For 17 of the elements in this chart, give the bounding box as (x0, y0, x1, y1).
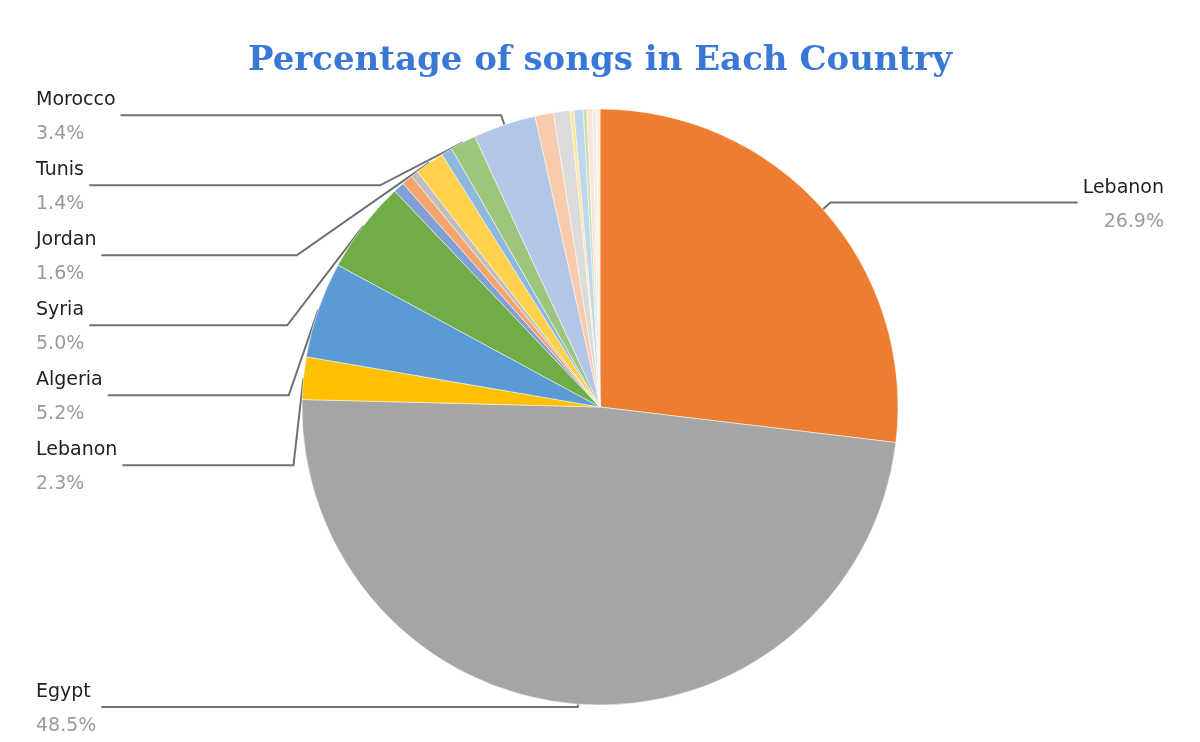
slice-label: Lebanon (1082, 174, 1164, 197)
data-label: 1.6% (36, 261, 85, 284)
data-label: 5.2% (36, 401, 85, 424)
slice-label: Lebanon (36, 437, 118, 460)
data-label: 48.5% (36, 713, 97, 735)
data-label: 5.0% (36, 331, 85, 354)
data-label: 2.3% (36, 471, 85, 494)
slice-label: Morocco (36, 87, 116, 110)
data-label: 3.4% (36, 121, 85, 144)
slice-label: Algeria (36, 367, 103, 390)
data-label: 26.9% (1103, 208, 1164, 231)
slice-label: Tunis (35, 157, 84, 180)
slice-label: Jordan (35, 227, 97, 250)
chart-title: Percentage of songs in Each Country (248, 38, 954, 78)
slice-label: Egypt (36, 679, 91, 701)
data-label: 1.4% (36, 191, 85, 214)
slice-label: Syria (36, 297, 85, 320)
